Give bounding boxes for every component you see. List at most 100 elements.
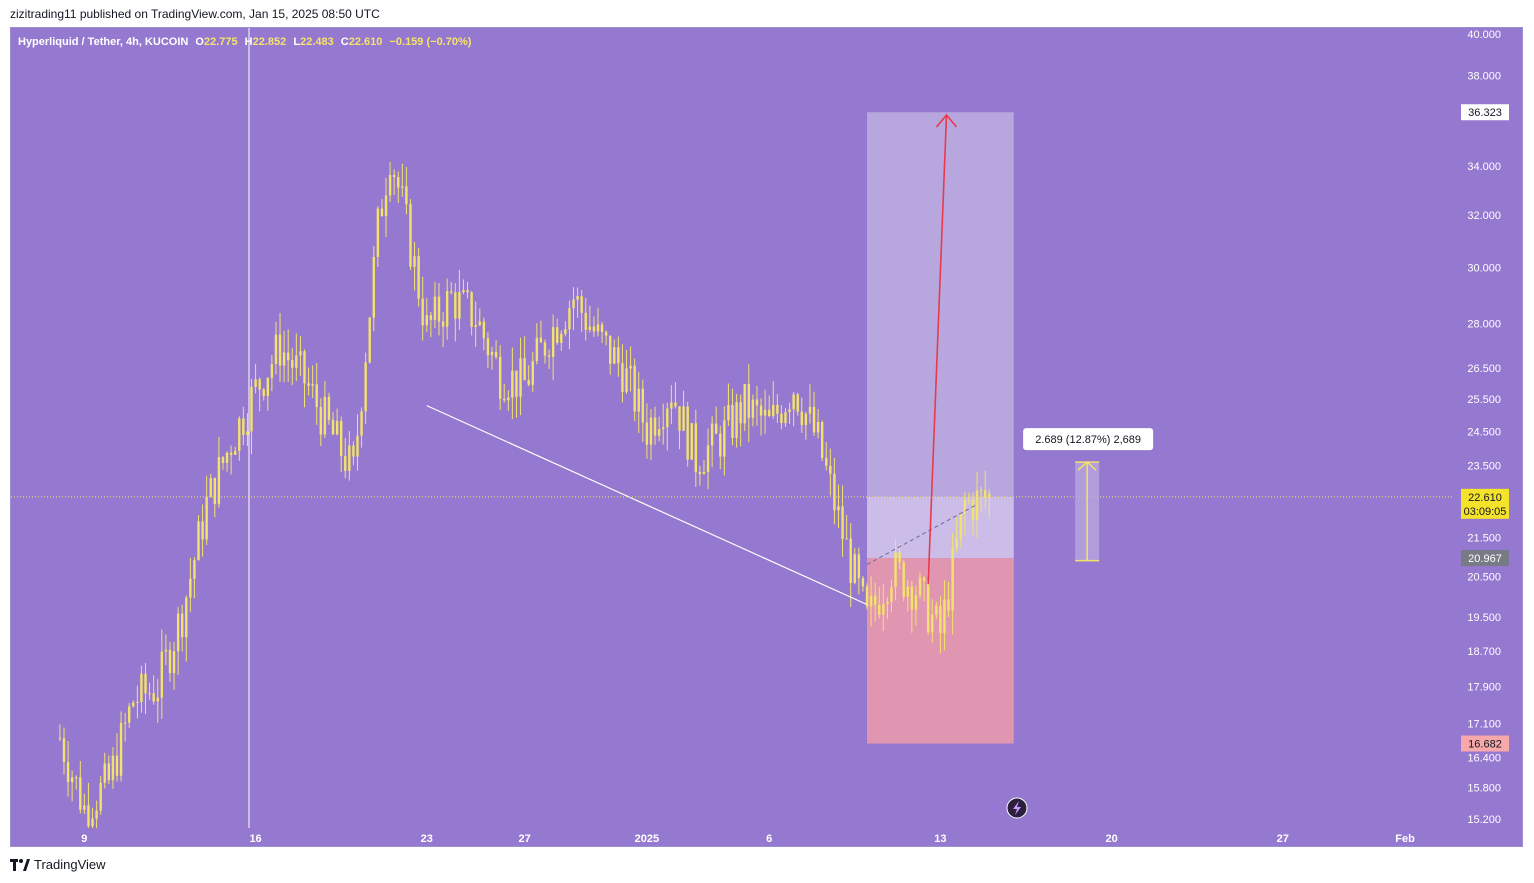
candle[interactable] [441, 321, 445, 327]
candle[interactable] [723, 420, 726, 457]
candle[interactable] [686, 406, 689, 460]
candle[interactable] [674, 402, 677, 407]
candle[interactable] [470, 292, 473, 327]
candle[interactable] [217, 457, 221, 505]
chart-frame[interactable]: 2.689 (12.87%) 2,689 9 16 23 27 2025 6 13 20 27 Fe… [10, 27, 1523, 847]
candle[interactable] [258, 379, 261, 390]
candle[interactable] [666, 408, 669, 428]
candle[interactable] [556, 327, 559, 343]
candle[interactable] [299, 351, 302, 356]
candle[interactable] [99, 782, 102, 811]
candle[interactable] [551, 327, 555, 357]
candle[interactable] [984, 490, 987, 498]
candle[interactable] [694, 423, 698, 473]
candle[interactable] [719, 433, 722, 457]
candle[interactable] [70, 777, 74, 783]
candle[interactable] [755, 399, 759, 406]
candle[interactable] [319, 407, 322, 435]
candle[interactable] [193, 560, 196, 579]
candle[interactable] [792, 394, 795, 410]
candle[interactable] [743, 384, 746, 424]
candle[interactable] [376, 208, 380, 257]
candle[interactable] [812, 406, 816, 433]
candle[interactable] [576, 296, 579, 300]
candle[interactable] [788, 409, 791, 413]
candle[interactable] [503, 398, 506, 401]
candle[interactable] [466, 290, 469, 293]
candle[interactable] [213, 478, 217, 505]
candle[interactable] [315, 384, 318, 408]
candle[interactable] [197, 521, 200, 561]
candle[interactable] [600, 324, 604, 332]
candle[interactable] [772, 404, 775, 417]
candle[interactable] [939, 605, 942, 634]
candle[interactable] [401, 186, 404, 188]
candle[interactable] [747, 384, 751, 418]
candle[interactable] [609, 335, 612, 364]
candle[interactable] [282, 352, 286, 366]
candle[interactable] [662, 427, 665, 430]
candle[interactable] [356, 435, 359, 457]
candle[interactable] [629, 365, 632, 369]
candle[interactable] [759, 405, 763, 416]
candle[interactable] [588, 326, 592, 330]
candle[interactable] [527, 380, 530, 385]
candle[interactable] [604, 331, 608, 336]
candle[interactable] [678, 406, 681, 431]
candle[interactable] [425, 315, 428, 326]
candle[interactable] [804, 413, 808, 425]
candle[interactable] [225, 452, 229, 463]
candle[interactable] [335, 421, 339, 435]
candle[interactable] [535, 337, 539, 362]
candle[interactable] [323, 396, 327, 435]
candle[interactable] [931, 614, 934, 633]
candle[interactable] [58, 737, 62, 739]
candle[interactable] [507, 397, 510, 401]
candle[interactable] [238, 418, 241, 451]
candle[interactable] [947, 599, 950, 611]
candle[interactable] [433, 296, 437, 320]
candle[interactable] [645, 422, 649, 445]
candle[interactable] [890, 587, 893, 602]
candle[interactable] [780, 413, 783, 424]
candle[interactable] [185, 597, 188, 638]
candle[interactable] [95, 810, 98, 819]
candle[interactable] [515, 370, 518, 397]
candle[interactable] [168, 649, 172, 674]
candle[interactable] [943, 599, 946, 634]
candle[interactable] [833, 473, 836, 511]
candle[interactable] [727, 404, 730, 421]
candle[interactable] [339, 421, 343, 456]
symbol-title[interactable]: Hyperliquid / Tether, 4h, KUCOIN [18, 36, 189, 48]
candle[interactable] [841, 506, 844, 539]
candle[interactable] [861, 578, 865, 587]
candle[interactable] [910, 586, 914, 610]
candle[interactable] [91, 818, 94, 827]
candle[interactable] [490, 351, 494, 356]
candle[interactable] [649, 417, 653, 445]
candle[interactable] [181, 613, 184, 638]
candle[interactable] [274, 334, 278, 365]
candle[interactable] [816, 421, 820, 433]
candle[interactable] [344, 455, 347, 471]
candle[interactable] [511, 370, 514, 398]
candle[interactable] [384, 195, 388, 217]
candle[interactable] [62, 738, 66, 763]
candle[interactable] [478, 321, 481, 326]
candle[interactable] [262, 389, 265, 397]
candle[interactable] [397, 177, 400, 188]
candle[interactable] [119, 722, 123, 776]
candle[interactable] [621, 363, 624, 392]
candle[interactable] [971, 499, 975, 520]
candle[interactable] [784, 412, 787, 424]
candle[interactable] [641, 388, 645, 423]
candle[interactable] [242, 418, 245, 435]
candle[interactable] [767, 409, 771, 417]
candle[interactable] [894, 552, 897, 588]
candle[interactable] [596, 324, 600, 332]
candle[interactable] [739, 402, 742, 424]
candle[interactable] [254, 379, 257, 387]
candle[interactable] [286, 352, 290, 361]
candle[interactable] [189, 578, 192, 598]
candle[interactable] [437, 296, 441, 322]
